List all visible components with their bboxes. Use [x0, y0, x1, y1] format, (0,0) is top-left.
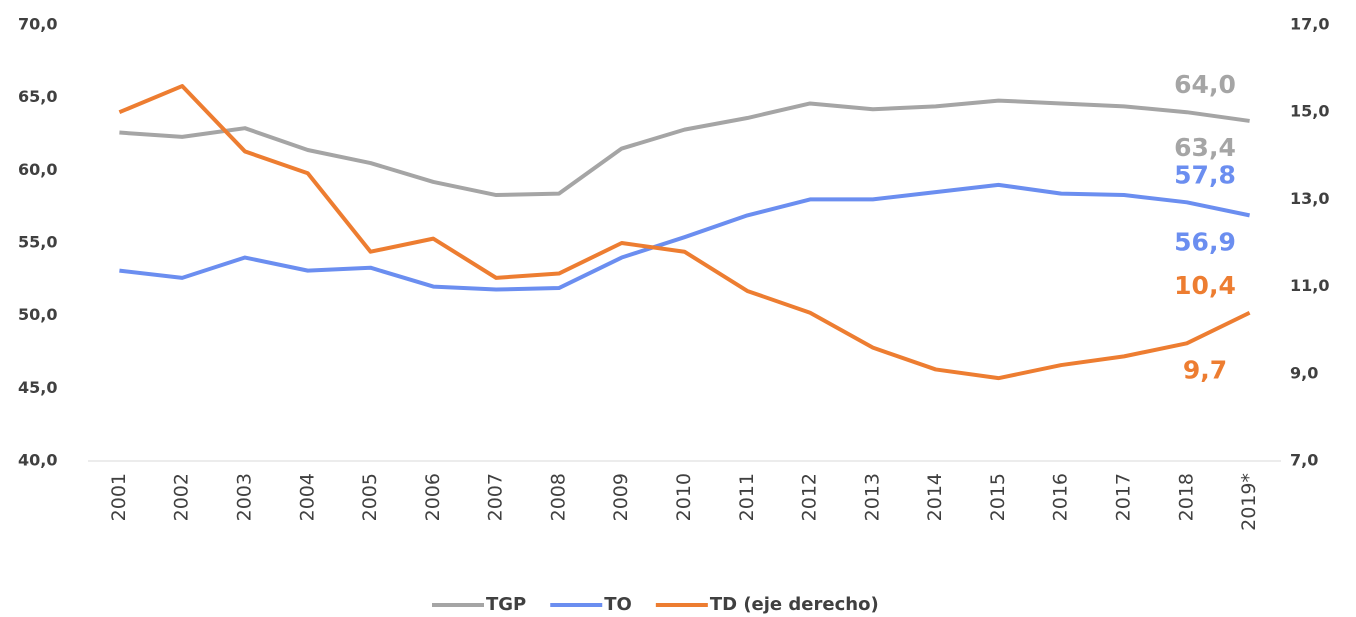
y-tick-label: 70,0 — [18, 15, 57, 34]
y-tick-label: 40,0 — [18, 451, 57, 470]
x-tick-label: 2011 — [736, 473, 758, 521]
x-tick-label: 2016 — [1050, 473, 1072, 521]
y-tick-label: 55,0 — [18, 233, 57, 252]
x-tick-label: 2012 — [799, 473, 821, 521]
data-label: 63,4 — [1174, 133, 1236, 162]
line-series — [119, 182, 1251, 292]
y2-tick-label: 9,0 — [1290, 363, 1318, 382]
x-tick-label: 2001 — [108, 473, 130, 521]
y2-tick-label: 15,0 — [1290, 102, 1329, 121]
x-tick-label: 2007 — [485, 473, 507, 521]
line-series — [119, 98, 1250, 198]
y2-tick-label: 7,0 — [1290, 451, 1318, 470]
x-tick-label: 2006 — [422, 473, 444, 521]
y-tick-label: 50,0 — [18, 305, 57, 324]
legend-label: TO — [604, 594, 632, 615]
x-tick-label: 2008 — [547, 473, 569, 521]
x-tick-label: 2009 — [610, 473, 632, 521]
x-tick-label: 2005 — [359, 473, 381, 521]
x-tick-label: 2010 — [673, 473, 695, 521]
data-label: 10,4 — [1174, 271, 1236, 300]
y-tick-label: 65,0 — [18, 87, 57, 106]
y2-tick-label: 17,0 — [1290, 15, 1329, 34]
data-label: 64,0 — [1174, 70, 1236, 99]
y-tick-label: 45,0 — [18, 378, 57, 397]
x-tick-label: 2004 — [296, 473, 318, 521]
legend-label: TGP — [486, 594, 526, 615]
x-tick-label: 2002 — [171, 473, 193, 521]
legend-label: TD (eje derecho) — [710, 594, 879, 615]
y2-tick-label: 13,0 — [1290, 189, 1329, 208]
x-tick-label: 2018 — [1175, 473, 1197, 521]
x-tick-label: 2017 — [1113, 473, 1135, 521]
y2-tick-label: 11,0 — [1290, 276, 1329, 295]
x-tick-label: 2015 — [987, 473, 1009, 521]
data-label: 56,9 — [1174, 227, 1236, 256]
data-label: 9,7 — [1183, 355, 1227, 384]
y-tick-label: 60,0 — [18, 160, 57, 179]
x-tick-label: 2019* — [1238, 473, 1260, 531]
x-tick-label: 2014 — [924, 473, 946, 521]
x-tick-label: 2013 — [861, 473, 883, 521]
data-label: 57,8 — [1174, 160, 1236, 189]
x-tick-label: 2003 — [233, 473, 255, 521]
line-series — [118, 84, 1251, 381]
